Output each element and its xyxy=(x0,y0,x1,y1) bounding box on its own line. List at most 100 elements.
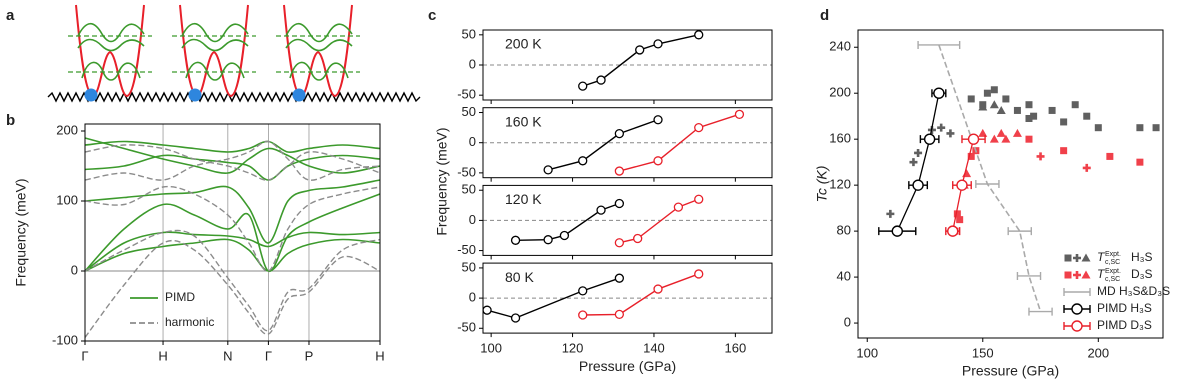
subplot-label: 200 K xyxy=(505,36,542,52)
legend-text: harmonic xyxy=(165,315,214,329)
point xyxy=(614,309,625,320)
x-tick-label: N xyxy=(223,348,232,363)
point xyxy=(1025,135,1033,143)
point xyxy=(1060,147,1068,155)
dispersion-curve xyxy=(84,140,381,181)
point xyxy=(653,156,663,166)
dispersion-curve xyxy=(84,140,381,154)
dispersion-curve xyxy=(84,239,381,338)
point xyxy=(1025,101,1033,109)
y-tick-label: 40 xyxy=(837,269,851,284)
point xyxy=(978,102,988,111)
point xyxy=(947,225,959,237)
point xyxy=(1106,152,1114,160)
point xyxy=(956,216,964,224)
legend-text: PIMD D₃S xyxy=(1097,318,1152,332)
point xyxy=(996,128,1006,137)
dispersion-curve xyxy=(84,238,381,272)
point xyxy=(933,87,945,99)
x-tick-label: H xyxy=(158,348,167,363)
point xyxy=(891,225,903,237)
point xyxy=(578,156,588,166)
point xyxy=(614,166,625,176)
dispersion-curve xyxy=(84,231,381,272)
legend-symbol-sub: c,SC xyxy=(1105,259,1120,266)
point xyxy=(1082,163,1091,172)
legend-symbol-text: T xyxy=(1097,267,1106,281)
y-tick-label: 50 xyxy=(462,182,476,197)
dispersion-curve xyxy=(84,179,381,244)
y-tick-label: 120 xyxy=(829,177,851,192)
point xyxy=(1071,101,1079,109)
point xyxy=(653,284,663,294)
point xyxy=(694,269,704,279)
y-axis-label: Tc (K) xyxy=(814,166,830,203)
legend-symbol-text: T xyxy=(1097,250,1106,264)
y-tick-label: 0 xyxy=(469,290,476,305)
x-tick-label: 120 xyxy=(562,341,584,356)
error-bar xyxy=(917,40,961,49)
x-tick-label: 100 xyxy=(480,341,502,356)
x-tick-label: P xyxy=(305,348,314,363)
point xyxy=(946,129,955,138)
point xyxy=(614,128,625,139)
x-tick-label: Γ xyxy=(265,348,272,363)
subplot-label: 120 K xyxy=(505,191,542,207)
point xyxy=(614,198,625,209)
y-tick-label: -50 xyxy=(457,87,476,102)
legend-symbol-sup: Expt. xyxy=(1105,251,1121,258)
point xyxy=(967,152,975,160)
x-tick-label: H xyxy=(375,348,384,363)
point xyxy=(978,128,988,137)
x-tick-label: 160 xyxy=(725,341,747,356)
dispersion-curve xyxy=(84,154,381,181)
plot-frame xyxy=(84,123,381,342)
point xyxy=(482,305,492,315)
point xyxy=(633,233,643,244)
legend-text: MD H₃S&D₃S xyxy=(1097,284,1170,298)
error-bar xyxy=(1007,227,1032,236)
point xyxy=(1002,95,1010,103)
point xyxy=(578,81,588,91)
y-tick-label: 240 xyxy=(829,39,851,54)
dispersion-curve xyxy=(84,229,381,332)
y-tick-label: 50 xyxy=(462,259,476,274)
point xyxy=(653,39,663,49)
dispersion-curve xyxy=(84,185,381,272)
error-bar xyxy=(1028,307,1053,316)
dispersion-curve xyxy=(84,137,381,174)
point xyxy=(653,115,663,125)
dispersion-curve xyxy=(84,144,381,181)
legend-symbol xyxy=(1081,253,1091,262)
dispersion-curve xyxy=(84,193,381,272)
point xyxy=(912,179,924,191)
point xyxy=(1136,158,1144,166)
point xyxy=(1152,124,1160,132)
point xyxy=(923,133,936,145)
point xyxy=(962,169,972,178)
x-axis-label: Pressure (GPa) xyxy=(579,358,676,374)
y-axis-label: Frequency (meV) xyxy=(434,127,450,235)
point xyxy=(1025,114,1033,122)
point xyxy=(983,89,991,97)
y-tick-label: 0 xyxy=(469,212,476,227)
point xyxy=(510,313,521,323)
double-well xyxy=(275,4,361,103)
point xyxy=(596,75,606,85)
chain xyxy=(47,91,421,103)
panel-label: c xyxy=(428,7,436,24)
point xyxy=(989,100,999,109)
point xyxy=(635,45,645,55)
point xyxy=(510,235,521,245)
y-tick-label: 0 xyxy=(469,56,476,71)
y-tick-label: -100 xyxy=(52,332,78,347)
y-tick-label: -50 xyxy=(457,242,476,257)
plot-frame xyxy=(857,29,1164,339)
legend-symbol xyxy=(1063,288,1091,296)
point xyxy=(967,95,975,103)
point xyxy=(1136,124,1144,132)
y-tick-label: -50 xyxy=(457,164,476,179)
legend-symbol xyxy=(1071,320,1083,332)
point xyxy=(1083,112,1091,120)
legend-symbol xyxy=(1064,254,1072,262)
